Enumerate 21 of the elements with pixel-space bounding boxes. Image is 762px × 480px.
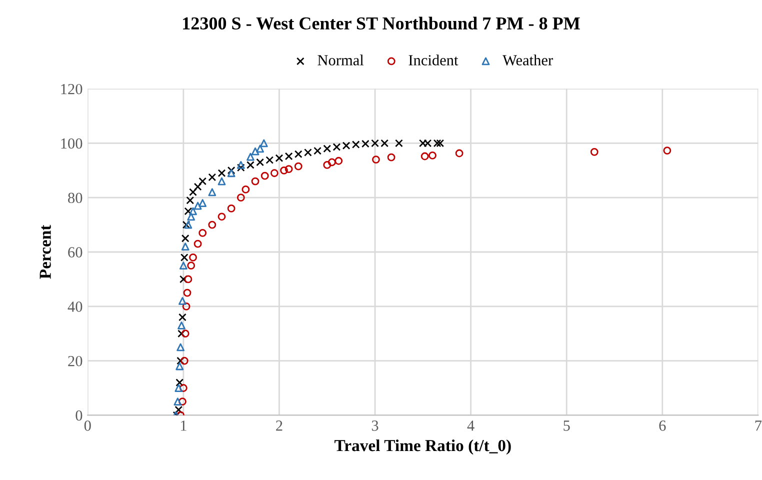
y-tick-label: 0 bbox=[76, 410, 82, 421]
x-tick-label: 7 bbox=[755, 420, 762, 431]
x-tick-label: 6 bbox=[659, 420, 666, 431]
x-tick-label: 2 bbox=[276, 420, 282, 431]
x-axis-title: Travel Time Ratio (t/t_0) bbox=[334, 439, 511, 455]
y-tick-label: 80 bbox=[68, 192, 82, 204]
chart-title: 12300 S - West Center ST Northbound 7 PM - 8 PM bbox=[183, 16, 580, 30]
y-tick-label: 60 bbox=[68, 247, 82, 258]
y-axis-title: Percent bbox=[40, 224, 51, 279]
y-tick-label: 40 bbox=[68, 302, 82, 312]
x-tick-label: 4 bbox=[467, 420, 474, 431]
y-tick-label: 20 bbox=[68, 356, 82, 366]
y-tick-label: 120 bbox=[61, 84, 82, 94]
legend-label: Incident bbox=[408, 54, 458, 66]
x-tick-label: 5 bbox=[564, 420, 570, 431]
x-tick-label: 3 bbox=[372, 420, 378, 431]
x-tick-label: 1 bbox=[180, 420, 186, 431]
legend-label: Weather bbox=[502, 54, 553, 66]
legend-label: Normal bbox=[318, 54, 364, 66]
y-tick-label: 100 bbox=[61, 138, 82, 149]
x-tick-label: 0 bbox=[84, 420, 91, 431]
